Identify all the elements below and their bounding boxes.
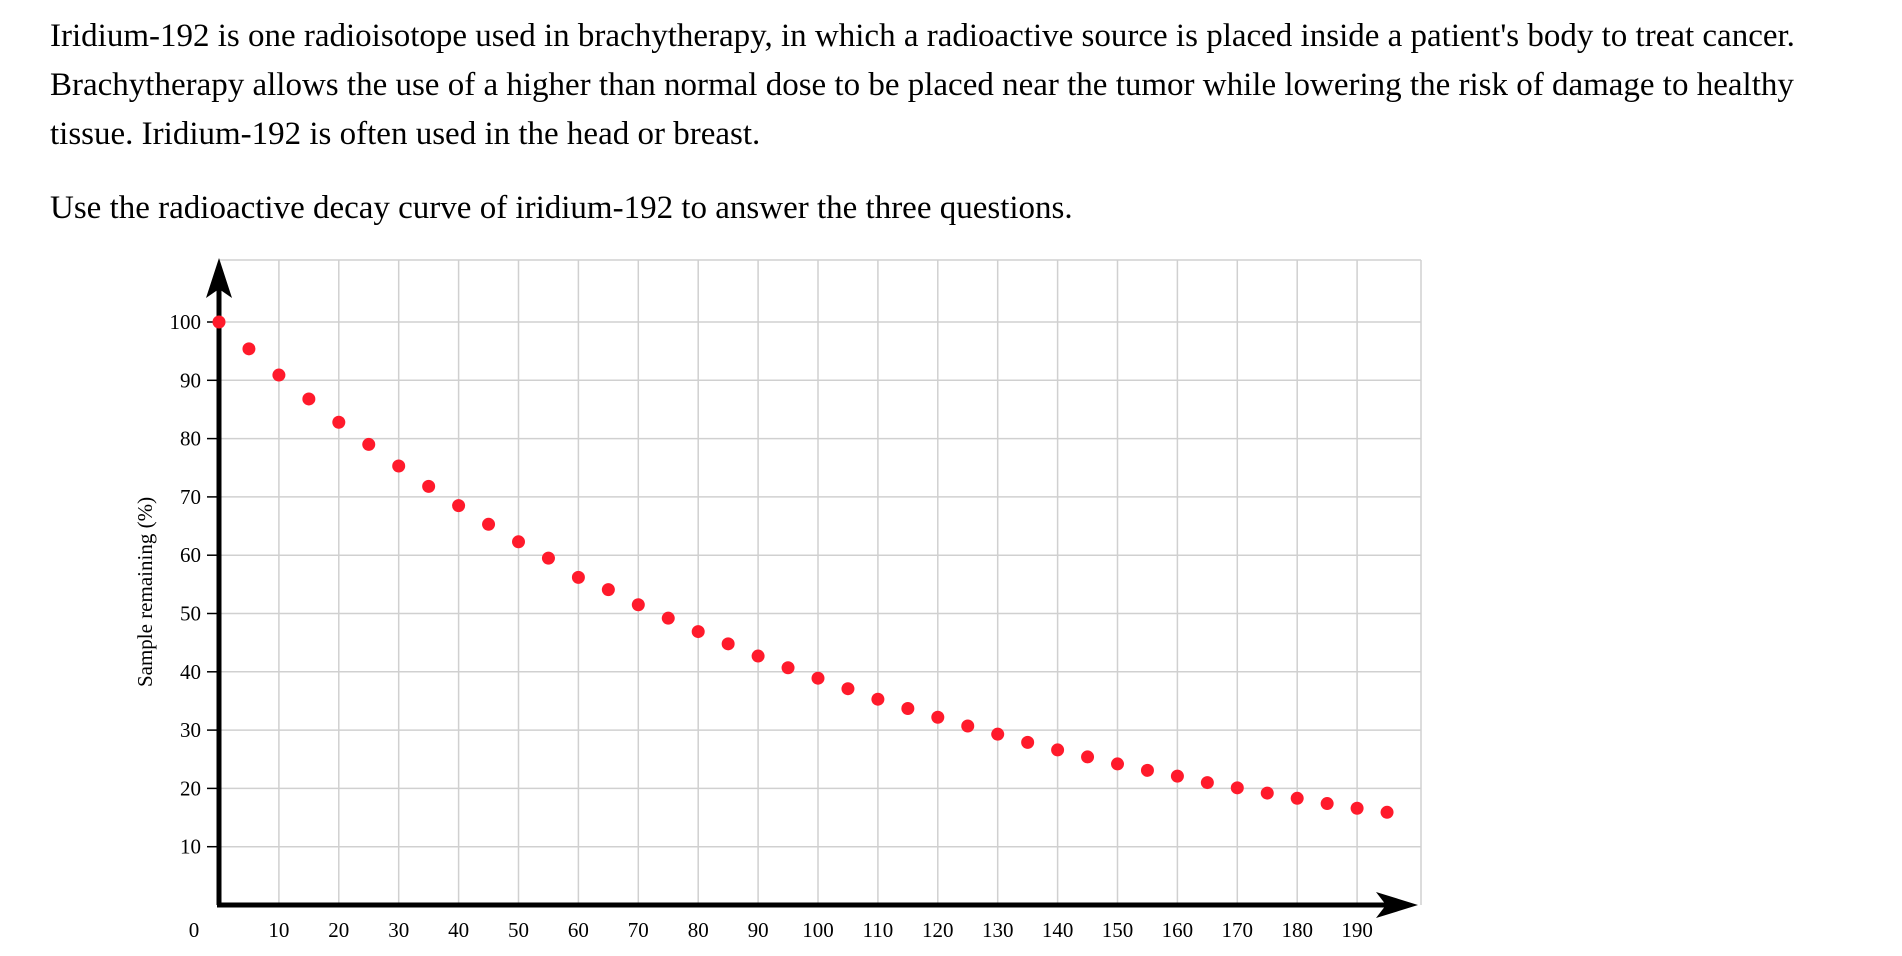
data-point	[721, 637, 735, 651]
chart-ticks: 0 10 20 30 40 50 60 70 80 90 100 110 120 130 140 150 160…	[170, 310, 1373, 942]
x-tick-label: 160	[1162, 918, 1194, 942]
x-tick-label: 70	[628, 918, 649, 942]
data-point	[302, 392, 316, 406]
data-point	[1320, 797, 1334, 811]
y-axis-arrow-icon	[206, 258, 232, 298]
data-point	[1350, 801, 1364, 815]
data-point	[631, 598, 645, 612]
data-point	[242, 342, 256, 356]
data-point	[392, 459, 406, 473]
y-tick-label: 90	[180, 368, 201, 392]
data-point	[541, 551, 555, 565]
chart-points	[212, 315, 1394, 819]
data-point	[1051, 743, 1065, 757]
data-point	[512, 535, 525, 549]
x-tick-label: 170	[1222, 918, 1254, 942]
x-tick-label: 30	[388, 918, 409, 942]
y-tick-label: 60	[180, 543, 201, 567]
data-point	[1200, 776, 1214, 790]
data-point	[1111, 757, 1124, 771]
data-point	[332, 415, 346, 429]
data-point	[362, 437, 376, 451]
y-tick-label: 10	[180, 835, 201, 859]
data-point	[811, 671, 825, 685]
data-point	[1170, 769, 1184, 783]
data-point	[691, 625, 705, 639]
y-tick-label: 30	[180, 718, 201, 742]
data-point	[961, 719, 975, 733]
x-tick-label: 80	[688, 918, 709, 942]
x-tick-label: 110	[863, 918, 894, 942]
data-point	[1081, 750, 1095, 764]
chart-axes	[206, 258, 1418, 918]
data-point	[1021, 735, 1035, 749]
y-tick-label: 70	[180, 485, 201, 509]
data-point	[751, 649, 765, 663]
x-tick-label: 120	[922, 918, 954, 942]
x-tick-label: 130	[982, 918, 1014, 942]
x-tick-label: 140	[1042, 918, 1074, 942]
data-point	[1140, 763, 1154, 777]
data-point	[601, 583, 615, 597]
x-axis-arrow-icon	[1376, 892, 1418, 918]
data-point	[1290, 791, 1304, 805]
data-point	[1380, 805, 1394, 819]
chart-grid	[219, 259, 1422, 905]
x-tick-label: 0	[189, 918, 200, 942]
x-tick-label: 60	[568, 918, 589, 942]
data-point	[571, 570, 585, 584]
passage-paragraph: Iridium-192 is one radioisotope used in …	[50, 18, 1795, 152]
data-point	[1230, 781, 1244, 795]
x-tick-label: 100	[802, 918, 834, 942]
x-tick-label: 40	[448, 918, 469, 942]
data-point	[871, 692, 885, 706]
data-point	[452, 499, 466, 513]
x-tick-label: 50	[508, 918, 529, 942]
data-point	[931, 710, 945, 724]
data-point	[422, 479, 436, 493]
data-point	[661, 611, 675, 625]
data-point	[212, 315, 226, 329]
x-tick-label: 20	[328, 918, 349, 942]
data-point	[272, 368, 286, 382]
x-tick-label: 150	[1102, 918, 1134, 942]
y-tick-label: 100	[170, 310, 202, 334]
data-point	[482, 517, 496, 531]
x-tick-label: 180	[1281, 918, 1313, 942]
passage-instruction: Use the radioactive decay curve of iridi…	[50, 190, 1073, 226]
data-point	[1260, 786, 1274, 800]
x-tick-label: 90	[748, 918, 769, 942]
data-point	[841, 682, 855, 696]
y-tick-label: 40	[180, 660, 201, 684]
data-point	[991, 727, 1005, 741]
data-point	[901, 702, 915, 716]
data-point	[781, 661, 795, 675]
x-tick-label: 190	[1341, 918, 1373, 942]
y-axis-label: Sample remaining (%)	[133, 497, 157, 687]
y-tick-label: 20	[180, 776, 201, 800]
y-tick-label: 50	[180, 602, 201, 626]
y-tick-label: 80	[180, 427, 201, 451]
x-tick-label: 10	[268, 918, 289, 942]
